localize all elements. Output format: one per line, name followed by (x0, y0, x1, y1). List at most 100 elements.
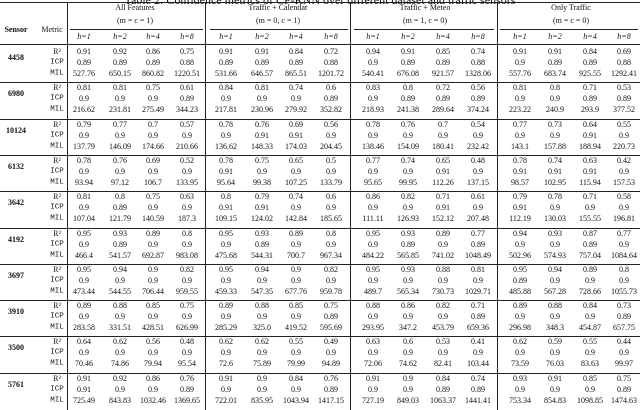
table-cell: 0.9 (403, 166, 413, 176)
table-cell: 0.73 (548, 119, 562, 129)
table-cell: 1201.72 (318, 69, 344, 78)
table-cell: 657.75 (613, 323, 635, 333)
sensor-id: 6980 (8, 89, 24, 99)
rule (0, 227, 640, 229)
table-cell: 0.9 (438, 130, 448, 140)
group-name: Traffic + Meteo (399, 3, 451, 12)
table-cell: 0.89 (471, 239, 485, 249)
metric-name: R² (53, 119, 61, 129)
table-cell: 0.81 (471, 264, 485, 274)
metric-name: R² (53, 47, 61, 56)
table-cell: 0.89 (77, 58, 91, 67)
table-cell: 1292.41 (611, 69, 637, 78)
table-cell: 0.74 (289, 192, 303, 202)
table-cell: 0.8 (115, 192, 125, 202)
table-cell: 0.9 (326, 203, 336, 213)
horizon-label: h=4 (289, 32, 303, 41)
table-cell: 0.62 (219, 337, 233, 347)
table-cell: 0.7 (438, 119, 448, 129)
table-cell: 0.91 (513, 47, 527, 56)
table-cell: 0.81 (255, 83, 269, 93)
table-cell: 0.9 (257, 384, 267, 394)
sensor-id: 6132 (8, 161, 24, 171)
table-cell: 0.9 (291, 166, 301, 176)
rule (500, 29, 638, 30)
column-rule (205, 2, 206, 410)
table-cell: 0.9 (115, 166, 125, 176)
table-cell: 0.64 (77, 337, 91, 347)
table-cell: 0.9 (368, 58, 378, 67)
horizon-label: h=1 (77, 32, 91, 41)
table-cell: 0.9 (326, 130, 336, 140)
metric-name: MIL (50, 287, 64, 296)
horizon-label: h=4 (583, 32, 597, 41)
metric-name: MIL (50, 214, 64, 223)
table-cell: 0.89 (401, 94, 415, 104)
table-cell: 728.66 (579, 286, 601, 296)
table-cell: 210.66 (176, 141, 198, 151)
table-cell: 0.91 (436, 166, 450, 176)
table-cell: 0.9 (585, 384, 595, 394)
table-cell: 0.9 (515, 239, 525, 249)
table-cell: 0.81 (77, 83, 91, 93)
table-cell: 0.9 (438, 275, 448, 285)
table-cell: 0.89 (324, 312, 338, 322)
table-cell: 0.9 (182, 130, 192, 140)
table-cell: 849.03 (397, 395, 419, 405)
table-cell: 0.7 (148, 119, 158, 129)
metric-name: MIL (50, 395, 64, 404)
table-cell: 0.9 (148, 348, 158, 358)
table-cell: 0.9 (368, 130, 378, 140)
table-cell: 0.81 (77, 192, 91, 202)
table-cell: 148.33 (251, 141, 273, 151)
table-cell: 0.9 (403, 312, 413, 322)
sensor-id: 3910 (8, 307, 24, 317)
table-cell: 0.9 (326, 348, 336, 358)
table-cell: 157.88 (544, 141, 566, 151)
table-cell: 0.74 (471, 373, 485, 383)
table-cell: 0.88 (436, 264, 450, 274)
table-cell: 706.44 (142, 286, 164, 296)
table-cell: 0.88 (324, 58, 338, 67)
horizon-label: h=1 (366, 32, 380, 41)
table-cell: 0.9 (403, 373, 413, 383)
table-cell: 0.8 (221, 192, 231, 202)
table-cell: 475.68 (215, 250, 237, 260)
table-cell: 565.34 (397, 286, 419, 296)
table-cell: 0.9 (368, 239, 378, 249)
table-cell: 0.9 (115, 275, 125, 285)
table-cell: 289.64 (432, 105, 454, 115)
table-cell: 0.9 (221, 312, 231, 322)
table-cell: 0.9 (619, 203, 629, 213)
table-cell: 1029.71 (465, 286, 491, 296)
table-cell: 0.9 (148, 130, 158, 140)
horizon-label: h=8 (324, 32, 338, 41)
table-cell: 0.89 (180, 94, 194, 104)
table-cell: 0.89 (180, 384, 194, 394)
table-cell: 0.9 (148, 239, 158, 249)
table-cell: 1369.65 (174, 395, 200, 405)
table-cell: 0.94 (113, 264, 127, 274)
table-cell: 0.9 (550, 348, 560, 358)
table-cell: 102.95 (544, 177, 566, 187)
table-cell: 174.66 (142, 141, 164, 151)
table-cell: 0.75 (255, 155, 269, 165)
table-cell: 541.57 (109, 250, 131, 260)
table-cell: 0.9 (257, 94, 267, 104)
table-cell: 0.89 (513, 301, 527, 311)
table-cell: 544.55 (109, 286, 131, 296)
table-cell: 0.8 (182, 228, 192, 238)
table-cell: 0.83 (366, 83, 380, 93)
table-cell: 0.9 (182, 348, 192, 358)
table-cell: 115.94 (579, 177, 601, 187)
table-cell: 983.08 (176, 250, 198, 260)
table-cell: 0.94 (255, 264, 269, 274)
table-cell: 0.44 (617, 337, 631, 347)
table-cell: 0.9 (438, 348, 448, 358)
table-cell: 959.55 (176, 286, 198, 296)
table-cell: 0.89 (436, 228, 450, 238)
table-cell: 540.41 (362, 69, 384, 78)
table-cell: 0.84 (436, 373, 450, 383)
table-cell: 0.74 (548, 155, 562, 165)
rule (0, 82, 640, 84)
